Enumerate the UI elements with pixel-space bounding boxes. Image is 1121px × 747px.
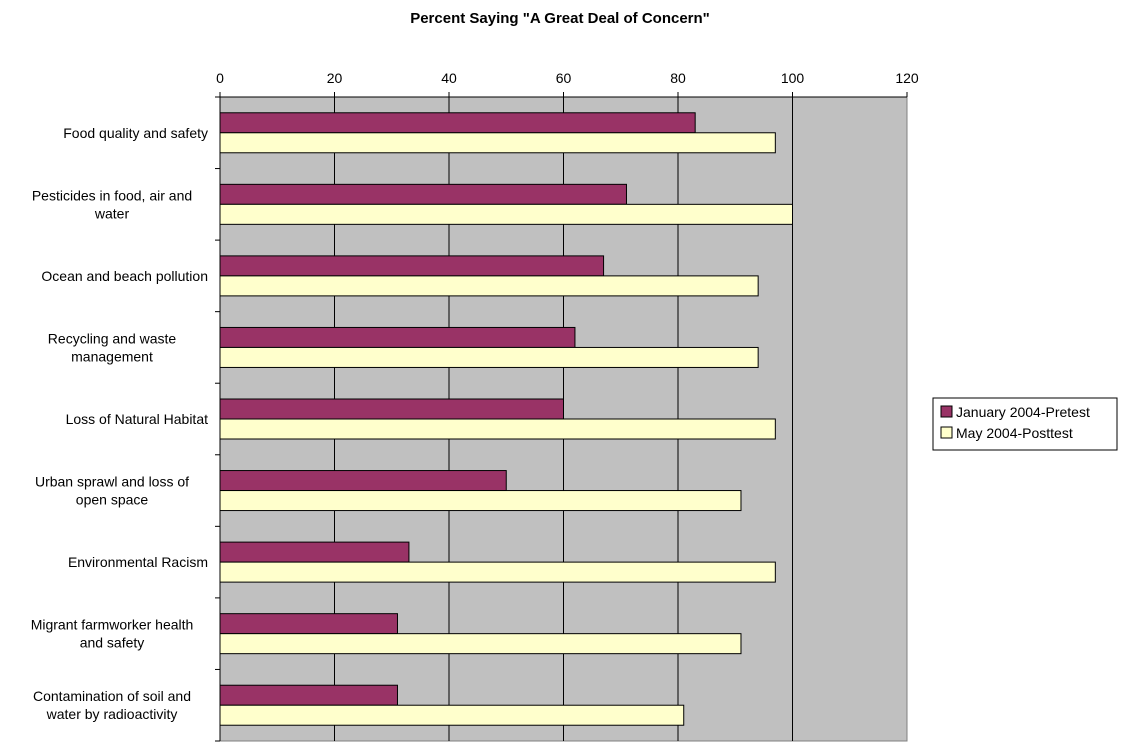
legend-swatch [940,426,953,439]
x-tick-label: 80 [670,70,686,86]
category-label: Pesticides in food, air and water [32,187,192,221]
category-labels: Food quality and safety Pesticides in foo… [31,125,208,722]
bar-posttest [219,490,742,512]
x-tick-label: 60 [556,70,572,86]
category-label-line: Recycling and waste [48,330,177,346]
category-label-line: and safety [80,635,145,651]
bar-posttest [219,704,685,726]
x-tick-label: 40 [441,70,457,86]
chart-title: Percent Saying "A Great Deal of Concern" [410,10,710,27]
category-label-line: water by radioactivity [46,706,178,722]
category-label-line: management [71,348,153,364]
bar-posttest [219,418,776,440]
legend: January 2004-Pretest May 2004-Posttest [932,397,1118,451]
category-label: Contamination of soil and water by radioa… [33,688,191,722]
bar-pretest [219,470,507,492]
x-tick-label: 100 [781,70,805,86]
category-label: Urban sprawl and loss of open space [35,474,189,508]
bar-posttest [219,633,742,655]
bar-pretest [219,541,410,563]
category-label-line: Loss of Natural Habitat [66,411,209,427]
x-tick-label: 120 [895,70,919,86]
x-tick-label: 0 [216,70,224,86]
legend-swatch [940,405,953,418]
category-label-line: Pesticides in food, air and [32,187,192,203]
legend-box [932,397,1118,451]
category-label-line: Migrant farmworker health [31,617,194,633]
bar-posttest [219,203,793,225]
category-label: Food quality and safety [63,125,208,141]
category-label-line: open space [76,492,149,508]
category-label-line: Food quality and safety [63,125,208,141]
category-label: Ocean and beach pollution [41,268,208,284]
bars [219,112,793,726]
bar-posttest [219,275,759,297]
x-tick-label: 20 [327,70,343,86]
bar-pretest [219,326,576,348]
category-label-line: Urban sprawl and loss of [35,474,189,490]
bar-pretest [219,112,696,134]
bar-pretest [219,398,564,420]
bar-pretest [219,613,398,635]
category-label: Environmental Racism [68,554,208,570]
category-label-line: Contamination of soil and [33,688,191,704]
bar-posttest [219,561,776,583]
bar-posttest [219,132,776,154]
category-label: Recycling and waste management [48,330,177,364]
legend-label: January 2004-Pretest [956,404,1090,420]
category-label-line: Ocean and beach pollution [41,268,208,284]
bar-pretest [219,255,605,277]
category-label: Loss of Natural Habitat [66,411,209,427]
bar-pretest [219,183,627,205]
bar-pretest [219,684,398,706]
category-label-line: Environmental Racism [68,554,208,570]
legend-label: May 2004-Posttest [956,425,1073,441]
category-label: Migrant farmworker health and safety [31,617,194,651]
category-label-line: water [94,205,130,221]
bar-posttest [219,346,759,368]
